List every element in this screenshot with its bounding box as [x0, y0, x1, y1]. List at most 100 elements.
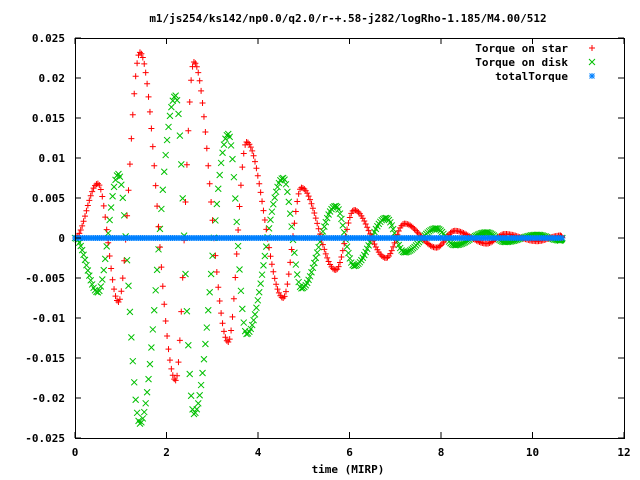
data-point: [220, 141, 228, 149]
data-point: [158, 205, 165, 213]
data-point: [387, 250, 394, 257]
data-point: [257, 189, 264, 196]
data-point: [144, 80, 151, 87]
data-point: [247, 325, 255, 333]
data-point: [344, 226, 351, 233]
legend-label: totalTorque: [495, 70, 568, 83]
data-point: [161, 301, 168, 308]
data-point: [293, 271, 301, 278]
data-point: [139, 415, 147, 422]
data-point: [263, 226, 270, 233]
data-point: [288, 223, 295, 230]
data-point: [388, 222, 396, 229]
data-point: [247, 144, 254, 151]
data-point: [346, 214, 353, 221]
data-point: [166, 112, 174, 120]
data-point: [128, 334, 135, 341]
data-point: [341, 240, 348, 247]
data-point: [146, 108, 153, 115]
data-point: [206, 180, 213, 187]
data-point: [77, 227, 84, 234]
data-point: [269, 200, 277, 208]
x-tick-label: 6: [346, 446, 353, 459]
legend-label: Torque on star: [475, 42, 568, 55]
y-tick-label: -0.025: [25, 432, 65, 445]
data-point: [162, 151, 170, 159]
data-point: [284, 281, 291, 288]
data-point: [261, 217, 268, 223]
data-point: [309, 264, 317, 272]
data-point: [112, 293, 119, 300]
data-point: [107, 204, 115, 211]
x-tick-label: 10: [526, 446, 539, 459]
data-point: [150, 306, 158, 314]
data-point: [148, 344, 155, 351]
data-point: [253, 304, 260, 312]
data-point: [166, 357, 173, 364]
data-point: [274, 286, 281, 293]
data-point: [232, 274, 239, 281]
data-point: [381, 214, 388, 222]
data-point: [372, 243, 379, 250]
data-point: [253, 165, 260, 172]
data-point: [79, 222, 86, 229]
data-point: [164, 332, 171, 339]
legend-marker: [589, 73, 595, 79]
data-point: [124, 212, 131, 219]
y-tick-label: -0.005: [25, 272, 65, 285]
data-point: [205, 162, 212, 169]
data-point: [216, 297, 223, 304]
x-tick-label: 8: [438, 446, 445, 459]
data-point: [142, 399, 150, 407]
data-point: [226, 133, 234, 141]
data-point: [179, 274, 186, 281]
data-point: [203, 324, 211, 331]
data-point: [117, 181, 125, 189]
x-tick-label: 4: [255, 446, 262, 459]
data-point: [159, 283, 166, 290]
data-point: [273, 281, 280, 288]
data-point: [218, 310, 225, 317]
data-point: [213, 269, 220, 275]
data-point: [103, 243, 111, 250]
data-point: [216, 171, 224, 179]
data-point: [320, 223, 328, 230]
data-point: [209, 217, 216, 224]
data-point: [236, 266, 243, 273]
y-tick-label: -0.01: [32, 312, 65, 325]
data-point: [312, 215, 319, 222]
x-tick-label: 0: [72, 446, 79, 459]
data-point: [429, 243, 436, 250]
data-point: [345, 249, 352, 257]
y-tick-label: -0.015: [25, 352, 65, 365]
data-point: [268, 208, 276, 216]
data-point: [78, 246, 86, 254]
data-point: [134, 60, 141, 67]
data-point: [559, 235, 566, 241]
data-point: [235, 226, 242, 233]
data-point: [265, 224, 273, 232]
data-point: [353, 207, 360, 214]
data-point: [389, 225, 397, 233]
data-point: [171, 376, 178, 383]
data-point: [324, 254, 331, 261]
data-point: [93, 181, 100, 188]
data-point: [138, 418, 145, 426]
data-point: [260, 262, 267, 269]
data-point: [106, 216, 113, 224]
data-point: [116, 296, 123, 303]
data-point: [272, 188, 280, 196]
data-point: [101, 255, 109, 263]
data-point: [321, 246, 328, 253]
data-point: [208, 199, 215, 205]
data-point: [148, 125, 155, 132]
data-point: [271, 275, 278, 282]
data-point: [198, 87, 205, 94]
data-point: [182, 270, 189, 278]
data-point: [404, 221, 411, 228]
data-point: [335, 206, 342, 213]
data-point: [203, 145, 210, 152]
data-point: [183, 307, 191, 315]
